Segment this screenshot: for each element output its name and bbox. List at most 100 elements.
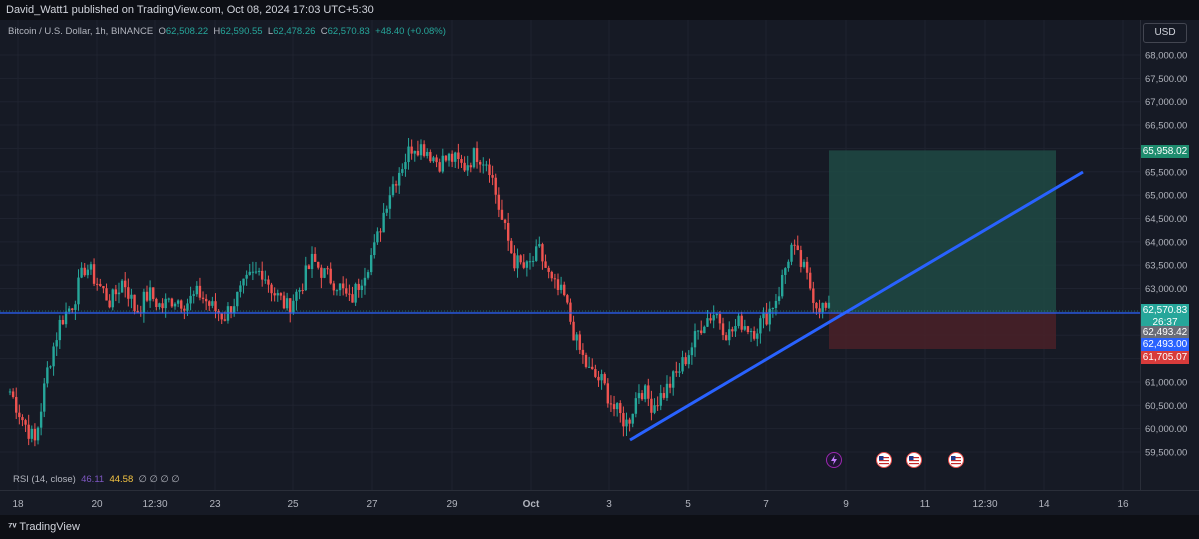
candle-body [740, 315, 743, 330]
candle-body [407, 146, 410, 163]
footer: ⁷ᵛ TradingView [0, 515, 1199, 539]
candle-body [338, 283, 342, 291]
flash-icon[interactable] [826, 452, 842, 468]
candle-body [351, 294, 354, 303]
candle-body [450, 153, 454, 162]
candle-body [341, 283, 345, 289]
candle-body [759, 318, 762, 334]
rsi-legend[interactable]: RSI (14, close) 46.11 44.58 ∅ ∅ ∅ ∅ [13, 474, 180, 485]
candle-body [404, 162, 407, 170]
time-tick-label: 9 [843, 499, 849, 510]
target-price-tag: 65,958.02 [1141, 145, 1189, 158]
symbol-name[interactable]: Bitcoin / U.S. Dollar, 1h, BINANCE [8, 26, 154, 37]
candle-body [379, 231, 382, 233]
candle-body [668, 383, 672, 388]
candle-body [444, 155, 448, 161]
price-axis[interactable] [1140, 20, 1199, 490]
candle-body [821, 302, 824, 313]
candle-body [780, 274, 784, 297]
time-tick-label: Oct [523, 499, 540, 510]
candle-body [426, 151, 429, 156]
us-flag-icon[interactable] [876, 452, 892, 468]
candle-body [289, 298, 292, 313]
candle-body [802, 261, 806, 267]
candle-body [787, 261, 790, 269]
time-tick-label: 5 [685, 499, 691, 510]
candle-body [332, 283, 336, 291]
price-tick-label: 61,000.00 [1145, 377, 1187, 388]
candle-body [382, 212, 385, 233]
price-tick-label: 63,000.00 [1145, 284, 1187, 295]
candle-body [587, 366, 591, 368]
candle-body [506, 222, 510, 241]
candle-body [824, 302, 827, 308]
candle-body [21, 417, 24, 421]
candle-body [117, 292, 121, 295]
candle-body [631, 413, 634, 424]
candle-body [619, 403, 622, 414]
candlestick-chart[interactable]: 68,000.0067,500.0067,000.0066,500.0066,0… [0, 20, 1199, 490]
candle-body [152, 287, 155, 299]
candle-body [818, 308, 821, 313]
candle-body [737, 315, 740, 326]
candle-body [460, 159, 463, 163]
candle-body [756, 333, 759, 339]
time-tick-label: 14 [1038, 499, 1050, 510]
candle-body [83, 267, 86, 276]
us-flag-icon[interactable] [948, 452, 964, 468]
currency-button[interactable]: USD [1143, 23, 1187, 43]
candle-body [429, 151, 432, 162]
candle-body [114, 289, 118, 295]
candle-body [581, 349, 585, 355]
candle-body [164, 298, 167, 309]
candle-body [438, 162, 441, 172]
time-axis[interactable]: 18 20 12:30 23 25 27 29 Oct 3 5 7 9 11 12:30 14 16 [0, 490, 1199, 516]
rsi-value: 46.11 [81, 474, 105, 485]
tradingview-logo[interactable]: ⁷ᵛ TradingView [8, 521, 80, 533]
candle-body [768, 308, 771, 325]
candle-body [373, 242, 376, 256]
candle-body [678, 371, 681, 373]
candle-body [198, 285, 202, 298]
candle-body [261, 270, 264, 280]
candle-body [155, 298, 158, 308]
candle-body [612, 404, 616, 410]
candle-body [61, 319, 65, 325]
time-tick-label: 3 [606, 499, 612, 510]
candle-body [282, 295, 286, 309]
candle-body [120, 280, 124, 293]
candle-body [369, 255, 373, 273]
candle-body [734, 325, 737, 332]
candle-body [696, 330, 700, 332]
candle-body [15, 397, 18, 413]
time-tick-label: 16 [1117, 499, 1129, 510]
candle-body [292, 300, 295, 313]
candle-body [348, 293, 351, 295]
candle-body [709, 318, 712, 321]
candle-body [591, 366, 594, 370]
us-flag-icon[interactable] [906, 452, 922, 468]
candle-body [264, 279, 267, 281]
candle-body [77, 277, 80, 305]
candle-body [497, 194, 501, 210]
candle-body [563, 284, 566, 296]
candle-body [254, 271, 258, 273]
candle-body [510, 240, 513, 254]
price-tick-label: 65,000.00 [1145, 191, 1187, 202]
candle-body [24, 420, 27, 425]
candle-body [170, 298, 174, 307]
candle-body [320, 267, 323, 278]
candle-body [220, 313, 223, 320]
candle-body [89, 264, 93, 270]
candle-body [715, 314, 718, 316]
time-tick-label: 25 [287, 499, 299, 510]
candle-body [544, 261, 547, 268]
candle-body [809, 272, 812, 289]
candle-body [335, 290, 339, 292]
candle-body [721, 323, 725, 336]
stop-zone [829, 312, 1056, 350]
time-tick-label: 12:30 [142, 499, 167, 510]
candle-body [416, 150, 420, 156]
time-tick-label: 11 [920, 499, 931, 510]
candle-body [108, 300, 111, 308]
